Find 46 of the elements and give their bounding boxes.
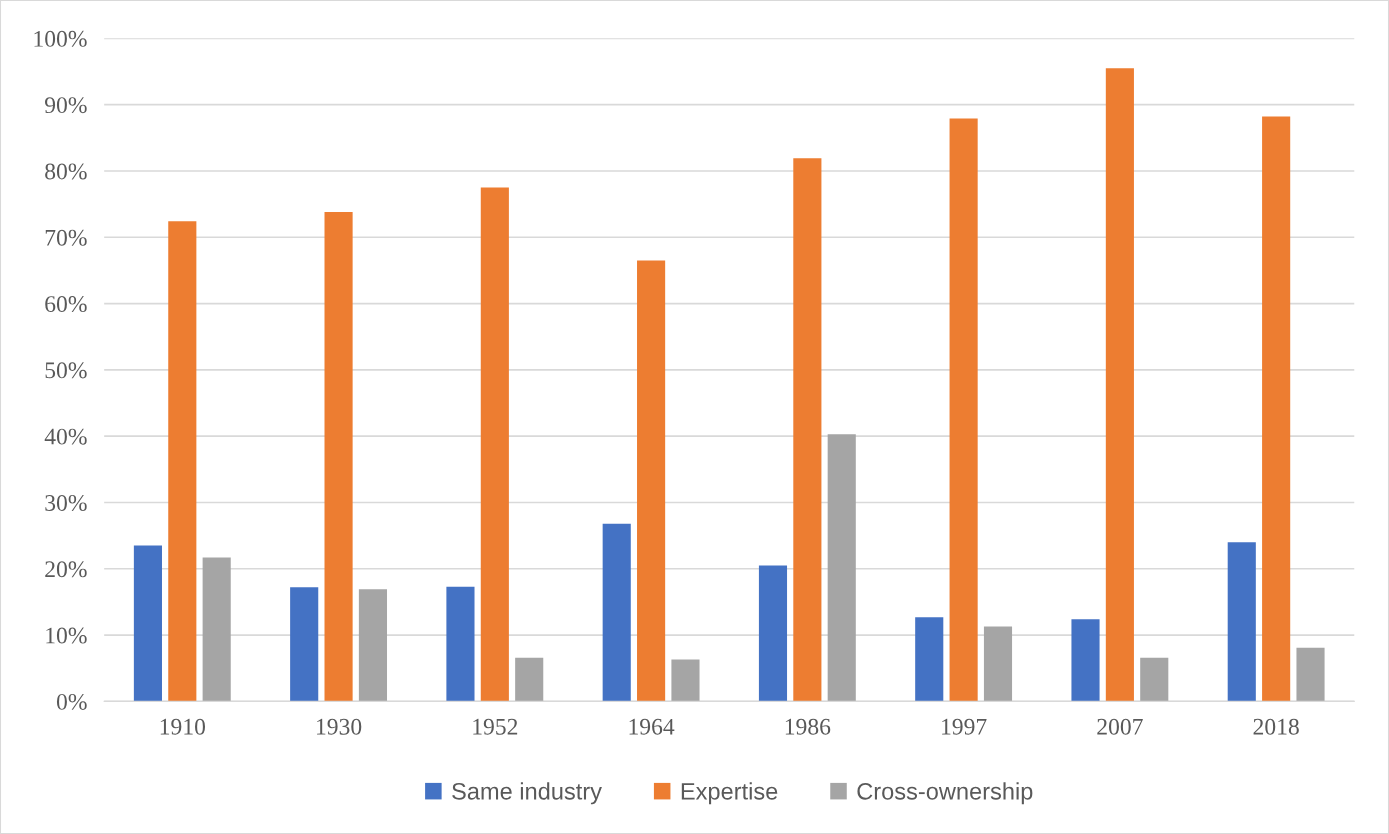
y-tick-label: 10% xyxy=(46,627,87,644)
y-tick-label: 100% xyxy=(34,30,87,47)
bar xyxy=(1071,619,1100,702)
bar xyxy=(202,557,231,702)
bar xyxy=(133,545,162,702)
bar xyxy=(915,617,944,702)
bar xyxy=(983,626,1013,702)
bar xyxy=(602,523,631,702)
legend-label: Cross-ownership xyxy=(857,782,1033,805)
bar xyxy=(1262,116,1291,702)
bar xyxy=(290,587,319,702)
y-tick-label: 70% xyxy=(45,229,87,246)
bar xyxy=(480,187,509,702)
x-tick-label: 2018 xyxy=(1253,718,1299,735)
bar xyxy=(758,565,788,702)
x-tick-label: 1997 xyxy=(942,718,987,735)
legend-label: Same industry xyxy=(452,782,602,805)
y-tick-label: 30% xyxy=(45,494,87,511)
bar xyxy=(1105,68,1134,702)
bar xyxy=(168,221,197,702)
bar xyxy=(1140,657,1169,702)
x-tick-label: 1930 xyxy=(317,718,362,735)
x-tick-label: 1952 xyxy=(473,718,518,735)
y-tick-label: 90% xyxy=(44,97,87,114)
bar xyxy=(637,260,666,702)
bar xyxy=(358,589,388,702)
y-tick-label: 0% xyxy=(56,693,87,710)
x-tick-label: 1910 xyxy=(160,718,206,735)
x-tick-label: 2007 xyxy=(1097,718,1143,735)
y-tick-label: 40% xyxy=(44,428,87,445)
bar xyxy=(949,118,978,702)
bar xyxy=(324,212,353,702)
bar xyxy=(1227,542,1256,702)
y-tick-label: 80% xyxy=(45,163,87,180)
bar xyxy=(446,586,475,702)
y-tick-label: 50% xyxy=(45,362,87,379)
bar xyxy=(671,659,700,702)
y-tick-label: 20% xyxy=(45,561,87,578)
bar xyxy=(515,657,544,702)
y-tick-label: 60% xyxy=(45,296,87,313)
bar xyxy=(793,158,822,702)
bar xyxy=(827,434,856,702)
x-tick-label: 1986 xyxy=(785,718,831,735)
legend-label: Expertise xyxy=(681,782,778,805)
bar xyxy=(1296,647,1325,702)
x-tick-label: 1964 xyxy=(629,718,675,735)
